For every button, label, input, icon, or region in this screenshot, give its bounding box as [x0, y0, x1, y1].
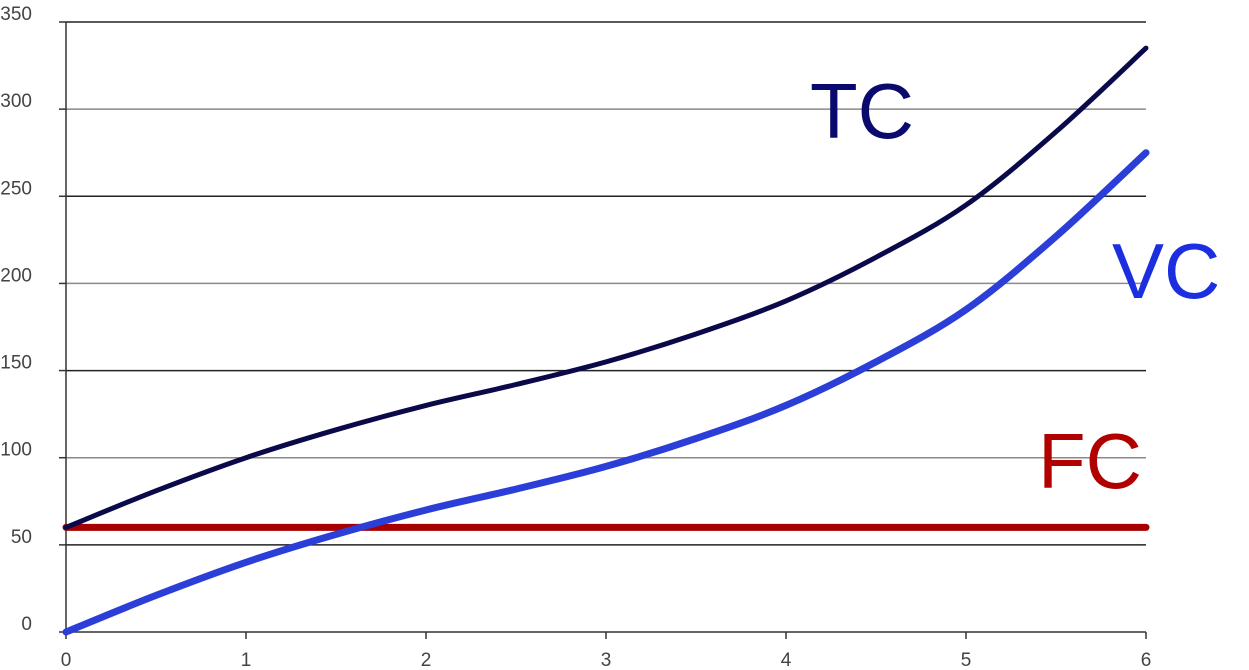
series-lines	[62, 45, 1150, 636]
y-tick-labels: 0 50 100 150 200 250 300 350	[0, 4, 32, 635]
x-tick-label-3: 3	[601, 650, 612, 670]
x-tick-label-2: 2	[421, 650, 432, 670]
y-tick-label-250: 250	[0, 178, 32, 199]
x-tick-label-5: 5	[961, 650, 972, 670]
series-labels: TC VC FC	[810, 67, 1220, 505]
y-tick-label-150: 150	[0, 353, 32, 374]
y-tick-label-300: 300	[0, 91, 32, 112]
x-tick-label-6: 6	[1141, 650, 1152, 670]
y-tick-label-100: 100	[0, 440, 32, 461]
x-tick-label-4: 4	[781, 650, 792, 670]
y-tick-label-200: 200	[0, 265, 32, 286]
x-tick-label-0: 0	[61, 650, 72, 670]
x-tick-label-1: 1	[241, 650, 252, 670]
series-label-tc: TC	[810, 67, 914, 155]
x-tick-labels: 0 1 2 3 4 5 6	[61, 650, 1152, 670]
y-tick-label-0: 0	[21, 614, 32, 635]
y-tick-label-50: 50	[11, 527, 32, 548]
series-line-vc	[62, 149, 1150, 636]
y-tick-label-350: 350	[0, 4, 32, 25]
series-label-vc: VC	[1112, 227, 1220, 315]
grid	[59, 21, 1147, 639]
series-line-tc	[63, 45, 1149, 530]
series-label-fc: FC	[1038, 417, 1142, 505]
axes	[65, 22, 1146, 633]
